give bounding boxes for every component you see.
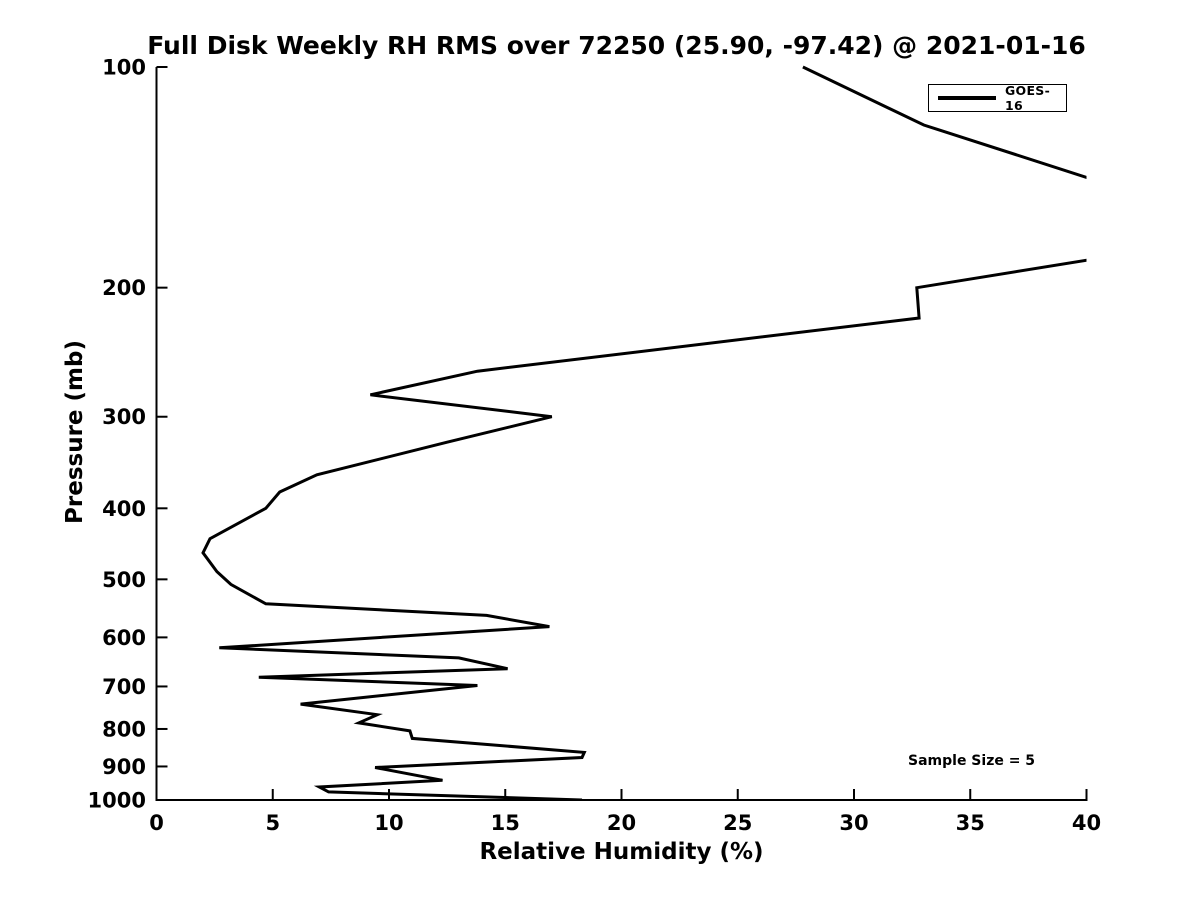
y-tick-label-800: 800	[102, 717, 146, 741]
x-tick-label-15: 15	[491, 811, 520, 835]
y-tick-label-900: 900	[102, 755, 146, 779]
x-axis-label: Relative Humidity (%)	[479, 839, 764, 865]
y-tick-label-200: 200	[102, 276, 146, 300]
legend: GOES-16	[928, 83, 1067, 113]
x-tick-label-0: 0	[149, 811, 164, 835]
x-tick-label-35: 35	[956, 811, 985, 835]
x-tick-label-20: 20	[607, 811, 636, 835]
x-tick-label-30: 30	[839, 811, 868, 835]
x-tick-label-40: 40	[1072, 811, 1101, 835]
x-tick-label-5: 5	[265, 811, 280, 835]
x-tick-label-10: 10	[374, 811, 403, 835]
legend-line-sample-icon	[938, 96, 996, 100]
y-tick-label-1000: 1000	[88, 789, 146, 813]
chart-title: Full Disk Weekly RH RMS over 72250 (25.9…	[147, 31, 1086, 60]
y-tick-label-400: 400	[102, 497, 146, 521]
y-tick-label-300: 300	[102, 405, 146, 429]
sample-size-annotation: Sample Size = 5	[908, 753, 1036, 769]
legend-series-label: GOES-16	[1004, 83, 1051, 113]
goes-16-rh-rms-line	[201, 65, 1087, 801]
y-tick-label-100: 100	[102, 56, 146, 80]
x-tick-label-25: 25	[723, 811, 752, 835]
y-tick-label-500: 500	[102, 568, 146, 592]
y-tick-label-600: 600	[102, 626, 146, 650]
y-tick-label-700: 700	[102, 675, 146, 699]
